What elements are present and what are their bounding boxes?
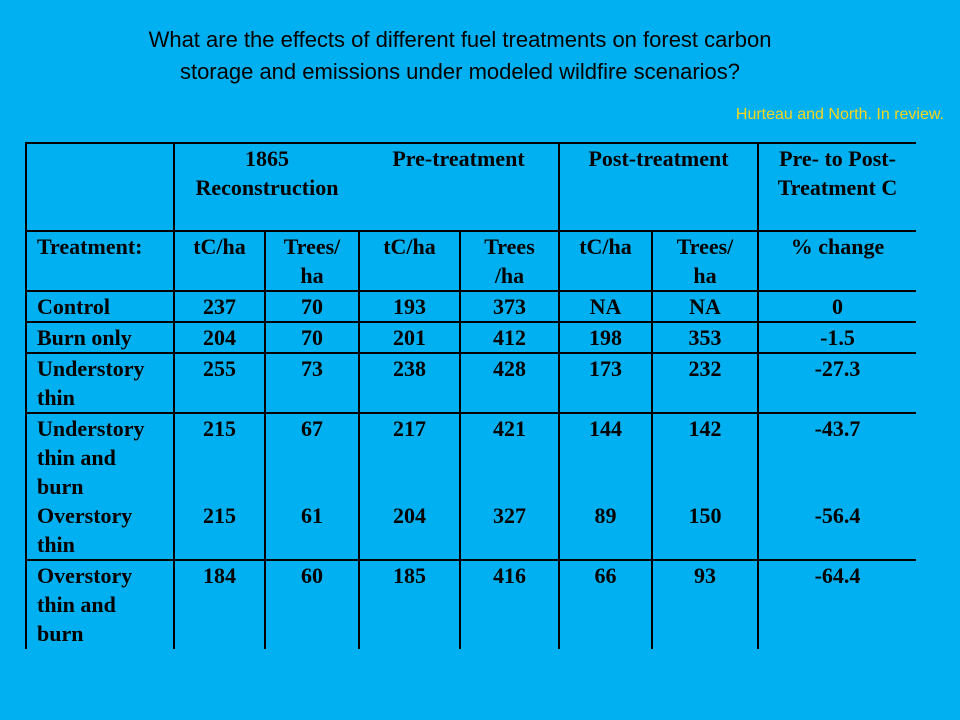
cell-post-trees: 93	[651, 559, 758, 649]
cell-post-tc: 173	[558, 352, 652, 413]
column-header-row: Treatment: tC/ha Trees/ ha tC/ha Trees /…	[25, 230, 916, 291]
cell-post-trees: 150	[651, 501, 758, 560]
cell-pre-trees: 327	[459, 501, 559, 560]
row-treatment: Understory thin	[25, 352, 174, 413]
cell-pre-tc: 201	[358, 321, 460, 353]
cell-post-tc: 89	[558, 501, 652, 560]
cell-reconstruction-tc: 255	[173, 352, 265, 413]
cell-reconstruction-trees: 73	[264, 352, 359, 413]
cell-reconstruction-trees: 60	[264, 559, 359, 649]
cell-change: -56.4	[757, 501, 916, 560]
cell-pre-trees: 373	[459, 290, 559, 322]
cell-post-trees: NA	[651, 290, 758, 322]
cell-pre-tc: 193	[358, 290, 460, 322]
table-row: Understory thin 255 73 238 428 173 232 -…	[25, 352, 916, 413]
group-header-pre-treatment: Pre-treatment	[359, 142, 559, 231]
cell-pre-tc: 238	[358, 352, 460, 413]
cell-change: -1.5	[757, 321, 916, 353]
cell-post-tc: 144	[558, 412, 652, 501]
col-header-treatment: Treatment:	[25, 230, 174, 291]
title-line-1: What are the effects of different fuel t…	[148, 27, 772, 52]
title-line-2: storage and emissions under modeled wild…	[179, 59, 741, 84]
row-treatment: Control	[25, 290, 174, 322]
cell-change: -43.7	[757, 412, 916, 501]
table-row: Control 237 70 193 373 NA NA 0	[25, 290, 916, 322]
cell-reconstruction-tc: 204	[173, 321, 265, 353]
col-header-change: % change	[757, 230, 916, 291]
col-header-reconstruction-tc: tC/ha	[173, 230, 265, 291]
cell-change: -27.3	[757, 352, 916, 413]
row-treatment: Understory thin and burn	[25, 412, 174, 501]
cell-pre-trees: 416	[459, 559, 559, 649]
cell-pre-tc: 185	[358, 559, 460, 649]
group-header-reconstruction: 1865 Reconstruction	[173, 142, 359, 231]
cell-reconstruction-trees: 61	[264, 501, 359, 560]
group-header-change: Pre- to Post- Treatment C	[757, 142, 916, 231]
cell-reconstruction-tc: 215	[173, 412, 265, 501]
row-treatment: Overstory thin	[25, 501, 174, 560]
group-header-post-treatment: Post-treatment	[558, 142, 758, 231]
citation: Hurteau and North. In review.	[735, 106, 944, 123]
col-header-post-tc: tC/ha	[558, 230, 652, 291]
cell-reconstruction-tc: 215	[173, 501, 265, 560]
header-empty-cell	[25, 142, 174, 231]
slide-title: What are the effects of different fuel t…	[0, 24, 920, 88]
cell-post-tc: 66	[558, 559, 652, 649]
cell-reconstruction-tc: 184	[173, 559, 265, 649]
cell-post-trees: 142	[651, 412, 758, 501]
cell-post-tc: 198	[558, 321, 652, 353]
col-header-pre-tc: tC/ha	[358, 230, 460, 291]
cell-reconstruction-tc: 237	[173, 290, 265, 322]
table-row: Burn only 204 70 201 412 198 353 -1.5	[25, 321, 916, 353]
table-row: Overstory thin 215 61 204 327 89 150 -56…	[25, 501, 916, 560]
group-header-row: 1865 Reconstruction Pre-treatment Post-t…	[25, 142, 916, 231]
col-header-post-trees: Trees/ ha	[651, 230, 758, 291]
cell-pre-tc: 204	[358, 501, 460, 560]
row-treatment: Overstory thin and burn	[25, 559, 174, 649]
cell-pre-trees: 428	[459, 352, 559, 413]
row-treatment: Burn only	[25, 321, 174, 353]
cell-post-trees: 353	[651, 321, 758, 353]
cell-post-trees: 232	[651, 352, 758, 413]
cell-pre-tc: 217	[358, 412, 460, 501]
cell-reconstruction-trees: 70	[264, 321, 359, 353]
table-row: Understory thin and burn 215 67 217 421 …	[25, 412, 916, 501]
cell-change: 0	[757, 290, 916, 322]
cell-change: -64.4	[757, 559, 916, 649]
cell-pre-trees: 412	[459, 321, 559, 353]
cell-post-tc: NA	[558, 290, 652, 322]
table-row: Overstory thin and burn 184 60 185 416 6…	[25, 559, 916, 649]
col-header-pre-trees: Trees /ha	[459, 230, 559, 291]
cell-reconstruction-trees: 67	[264, 412, 359, 501]
fuel-treatment-table: 1865 Reconstruction Pre-treatment Post-t…	[25, 142, 916, 649]
col-header-reconstruction-trees: Trees/ ha	[264, 230, 359, 291]
cell-pre-trees: 421	[459, 412, 559, 501]
cell-reconstruction-trees: 70	[264, 290, 359, 322]
